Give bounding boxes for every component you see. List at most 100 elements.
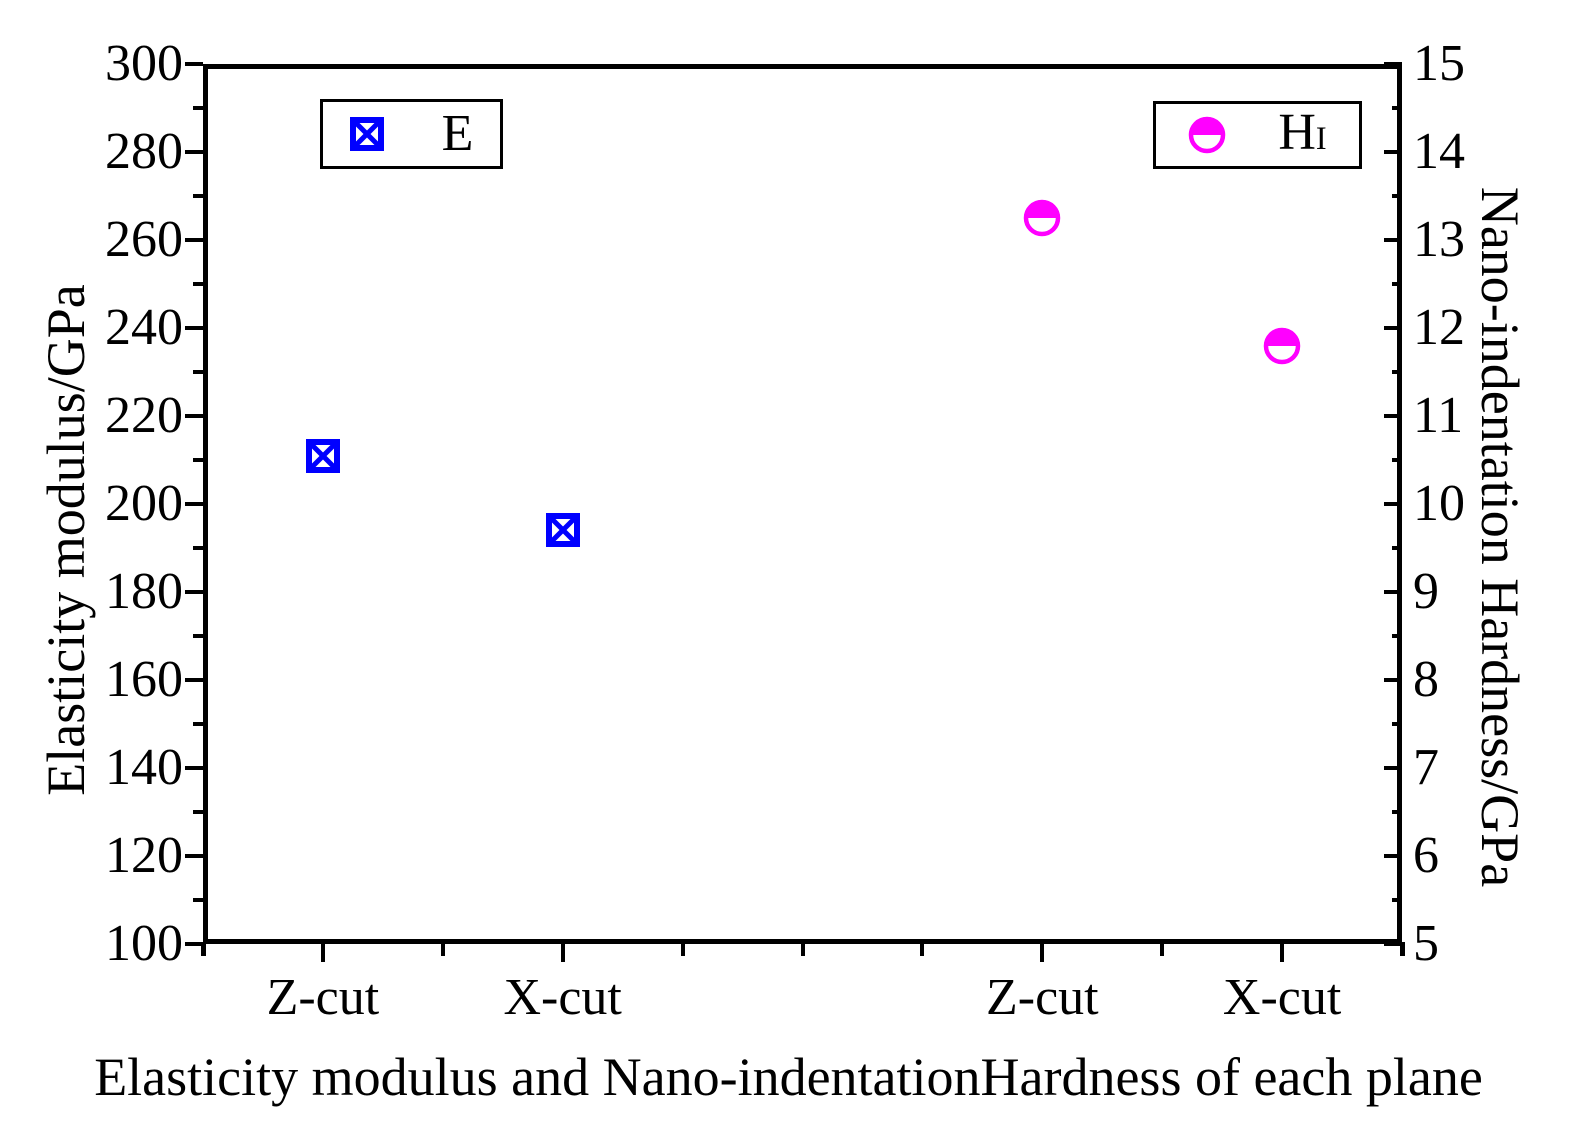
left-axis-tick <box>193 722 203 726</box>
right-axis-tick-label: 5 <box>1413 915 1439 972</box>
left-axis-tick <box>185 150 203 154</box>
data-point-e-z-cut <box>305 438 340 478</box>
left-axis-tick <box>193 370 203 374</box>
left-axis-tick <box>185 766 203 770</box>
right-axis-tick <box>1392 194 1402 198</box>
right-axis-tick <box>1384 150 1402 154</box>
right-axis-tick <box>1384 942 1402 946</box>
left-axis-tick <box>185 238 203 242</box>
x-axis-tick <box>680 942 685 956</box>
legend-h-label-sub: I <box>1315 119 1327 156</box>
left-axis-tick-label: 300 <box>105 35 183 92</box>
left-axis-tick <box>185 326 203 330</box>
x-axis-tick <box>1160 942 1165 956</box>
left-axis-tick-label: 140 <box>105 739 183 796</box>
left-axis-tick <box>185 62 203 66</box>
right-axis-tick-label: 13 <box>1413 211 1465 268</box>
right-axis-tick-label: 15 <box>1413 35 1465 92</box>
x-axis-edge-tick <box>200 942 206 956</box>
right-axis-tick <box>1392 282 1402 286</box>
left-axis-tick-label: 100 <box>105 915 183 972</box>
right-axis-title: Nano-indentation Hardness/GPa <box>1470 186 1530 888</box>
x-axis-tick <box>560 942 565 962</box>
right-axis-tick <box>1384 678 1402 682</box>
data-point-e-x-cut <box>545 513 580 552</box>
left-axis-tick-label: 180 <box>105 563 183 620</box>
half-filled-circle-marker <box>1189 116 1226 154</box>
right-axis-tick <box>1384 326 1402 330</box>
x-axis-tick <box>1040 942 1045 962</box>
left-axis-tick <box>193 458 203 462</box>
right-axis-tick-label: 8 <box>1413 651 1439 708</box>
crossed-square-icon <box>349 117 384 151</box>
right-axis-tick-label: 10 <box>1413 475 1465 532</box>
left-axis-tick <box>193 810 203 814</box>
right-axis-tick <box>1384 766 1402 770</box>
left-axis-tick <box>185 854 203 858</box>
right-axis-tick <box>1384 238 1402 242</box>
data-point-hi-z-cut <box>1023 199 1061 242</box>
left-axis-tick <box>193 898 203 902</box>
crossed-square-marker <box>545 513 580 548</box>
x-axis-category-label: Z-cut <box>266 969 380 1026</box>
legend-e-label: E <box>441 105 474 162</box>
left-axis-tick-label: 200 <box>105 475 183 532</box>
left-axis-tick <box>185 414 203 418</box>
x-axis-edge-tick <box>1399 942 1405 956</box>
data-point-hi-x-cut <box>1263 327 1301 370</box>
x-axis-tick <box>320 942 325 962</box>
left-axis-tick <box>193 282 203 286</box>
right-axis-tick <box>1392 370 1402 374</box>
left-axis-tick-label: 120 <box>105 827 183 884</box>
right-axis-tick <box>1392 546 1402 550</box>
left-axis-tick-label: 280 <box>105 123 183 180</box>
left-axis-tick <box>185 678 203 682</box>
plot-area <box>203 64 1402 944</box>
right-axis-tick <box>1384 854 1402 858</box>
legend-h: HI <box>1153 101 1362 169</box>
left-axis-tick-label: 260 <box>105 211 183 268</box>
right-axis-tick <box>1392 898 1402 902</box>
right-axis-tick-label: 12 <box>1413 299 1465 356</box>
half-filled-circle-icon <box>1188 116 1226 154</box>
crossed-square-marker <box>349 117 384 151</box>
x-axis-tick <box>920 942 925 956</box>
right-axis-tick-label: 14 <box>1413 123 1465 180</box>
right-axis-tick <box>1384 590 1402 594</box>
x-axis-category-label: Z-cut <box>985 969 1099 1026</box>
left-axis-tick-label: 220 <box>105 387 183 444</box>
x-axis-tick <box>1280 942 1285 962</box>
left-axis-title: Elasticity modulus/GPa <box>36 284 96 796</box>
right-axis-tick <box>1392 634 1402 638</box>
left-axis-tick <box>193 546 203 550</box>
legend-h-label-main: H <box>1278 103 1316 161</box>
crossed-square-marker <box>305 438 340 473</box>
right-axis-tick-label: 7 <box>1413 739 1439 796</box>
left-axis-tick <box>193 194 203 198</box>
right-axis-tick <box>1384 502 1402 506</box>
right-axis-tick <box>1392 722 1402 726</box>
left-axis-tick-label: 160 <box>105 651 183 708</box>
left-axis-tick-label: 240 <box>105 299 183 356</box>
right-axis-tick <box>1392 810 1402 814</box>
half-filled-circle-marker <box>1263 327 1301 364</box>
left-axis-tick <box>193 634 203 638</box>
x-axis-tick <box>800 942 805 956</box>
x-axis-category-label: X-cut <box>1222 969 1342 1026</box>
legend-e: E <box>320 99 503 169</box>
right-axis-tick <box>1392 106 1402 110</box>
right-axis-tick-label: 9 <box>1413 563 1439 620</box>
left-axis-tick <box>185 942 203 946</box>
right-axis-tick <box>1392 458 1402 462</box>
x-axis-title: Elasticity modulus and Nano-indentationH… <box>94 1047 1483 1107</box>
left-axis-tick <box>185 502 203 506</box>
right-axis-tick-label: 11 <box>1413 387 1464 444</box>
legend-h-label: HI <box>1278 103 1327 164</box>
right-axis-tick-label: 6 <box>1413 827 1439 884</box>
left-axis-tick <box>185 590 203 594</box>
x-axis-tick <box>440 942 445 956</box>
right-axis-tick <box>1384 62 1402 66</box>
right-axis-tick <box>1384 414 1402 418</box>
left-axis-tick <box>193 106 203 110</box>
